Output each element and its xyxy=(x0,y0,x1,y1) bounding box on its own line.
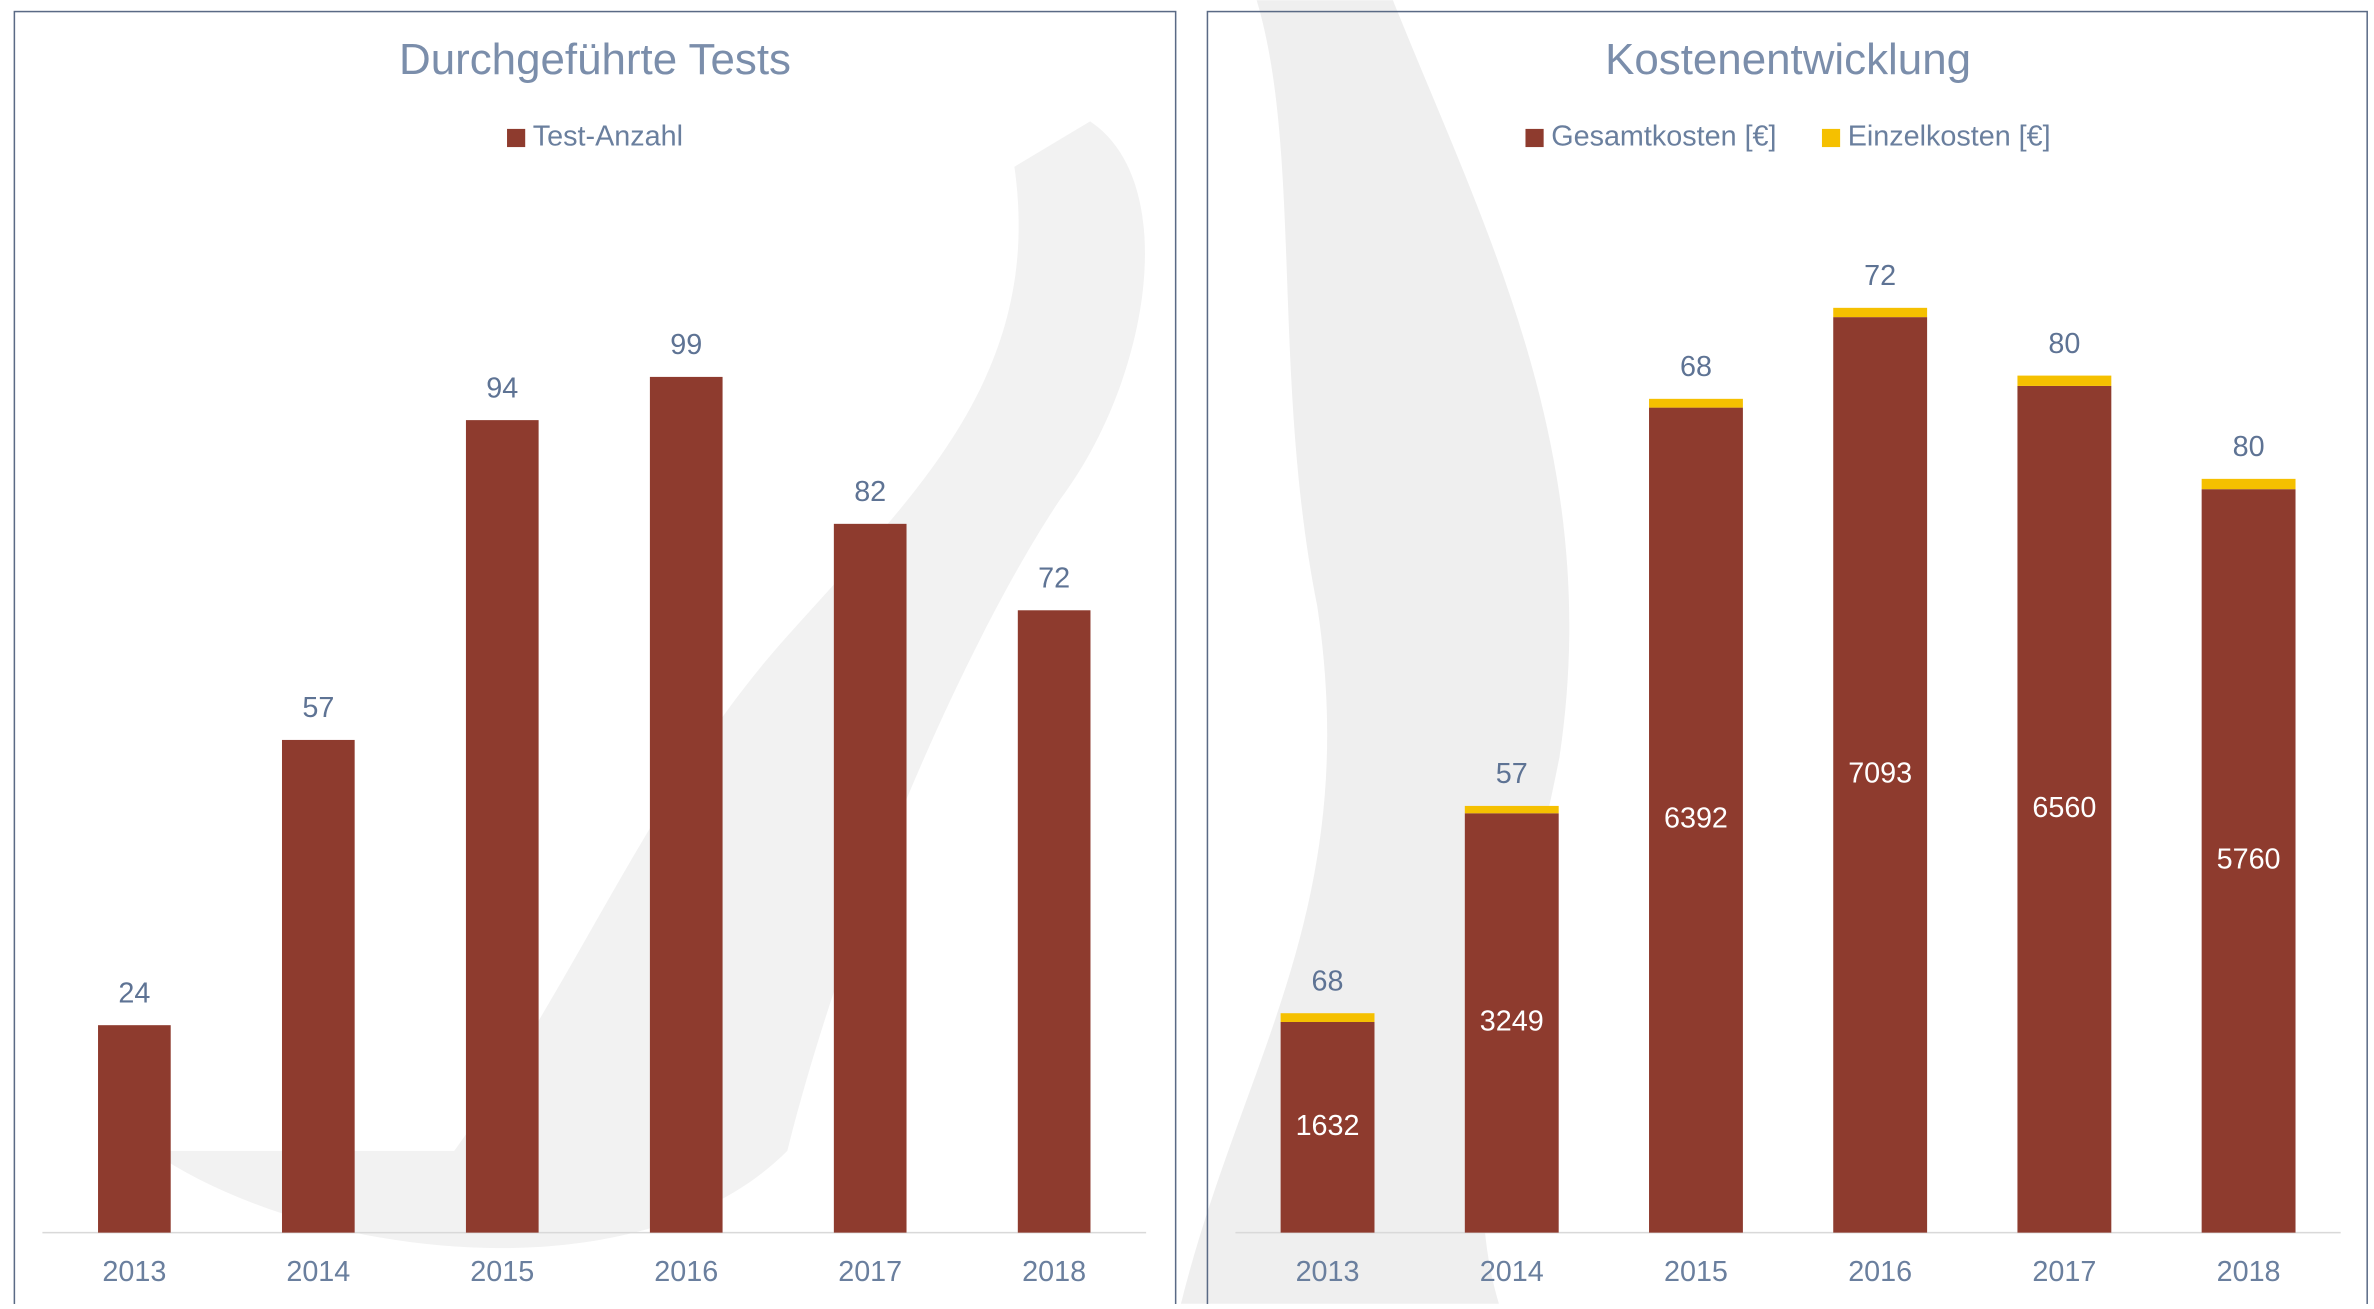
bar xyxy=(1281,1013,1375,1022)
chart: Durchgeführte Tests Test-Anzahl 2013 24 2014… xyxy=(0,0,2374,1304)
data-label: 80 xyxy=(2233,431,2265,463)
x-tick-label: 2017 xyxy=(2032,1256,2096,1288)
chart-title: Kostenentwicklung xyxy=(1605,35,1971,84)
x-tick-label: 2018 xyxy=(2217,1256,2281,1288)
bar xyxy=(834,524,907,1233)
data-label: 57 xyxy=(302,692,334,724)
data-label: 68 xyxy=(1680,351,1712,383)
x-tick-label: 2014 xyxy=(1480,1256,1544,1288)
bar xyxy=(98,1025,171,1232)
data-label: 1632 xyxy=(1296,1110,1360,1142)
x-tick-label: 2016 xyxy=(1848,1256,1912,1288)
bar xyxy=(282,740,355,1233)
data-label: 5760 xyxy=(2217,843,2281,875)
bar xyxy=(2017,376,2111,386)
bar xyxy=(1649,399,1743,408)
data-label: 6560 xyxy=(2032,792,2096,824)
x-tick-label: 2018 xyxy=(1022,1256,1086,1288)
legend-swatch xyxy=(507,129,525,147)
data-label: 80 xyxy=(2048,328,2080,360)
legend-swatch xyxy=(1822,129,1840,147)
data-label: 99 xyxy=(670,329,702,361)
data-label: 3249 xyxy=(1480,1006,1544,1038)
x-tick-label: 2013 xyxy=(102,1256,166,1288)
x-tick-label: 2013 xyxy=(1296,1256,1360,1288)
bar xyxy=(1465,806,1559,813)
data-label: 72 xyxy=(1864,260,1896,292)
data-label: 6392 xyxy=(1664,803,1728,835)
x-tick-label: 2017 xyxy=(838,1256,902,1288)
x-tick-label: 2015 xyxy=(470,1256,534,1288)
bar xyxy=(650,377,723,1233)
chart-title: Durchgeführte Tests xyxy=(399,35,791,84)
x-tick-label: 2014 xyxy=(286,1256,350,1288)
data-label: 94 xyxy=(486,372,518,404)
x-tick-label: 2016 xyxy=(654,1256,718,1288)
legend-label: Test-Anzahl xyxy=(533,121,683,153)
x-tick-label: 2015 xyxy=(1664,1256,1728,1288)
legend-swatch xyxy=(1525,129,1543,147)
bar xyxy=(1018,610,1091,1232)
data-label: 72 xyxy=(1038,563,1070,595)
data-label: 82 xyxy=(854,476,886,508)
bar xyxy=(466,420,539,1233)
bar xyxy=(2202,479,2296,489)
data-label: 24 xyxy=(118,977,150,1009)
data-label: 7093 xyxy=(1848,757,1912,789)
data-label: 57 xyxy=(1496,758,1528,790)
data-label: 68 xyxy=(1312,966,1344,998)
legend-label: Einzelkosten [€] xyxy=(1848,121,2051,153)
legend-label: Gesamtkosten [€] xyxy=(1551,121,1776,153)
bar xyxy=(1833,308,1927,317)
